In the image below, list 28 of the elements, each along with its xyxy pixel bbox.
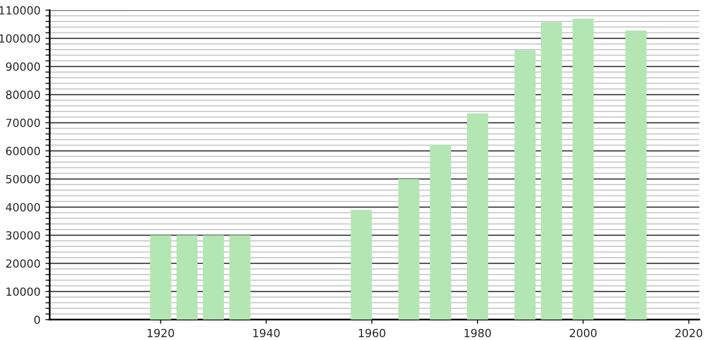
bar [572, 18, 594, 320]
bar [202, 235, 224, 320]
bar [176, 235, 198, 320]
x-tick-label: 1940 [253, 328, 280, 338]
y-tick-label: 30000 [6, 231, 40, 240]
bar [514, 50, 536, 320]
x-tick-label: 1960 [358, 328, 386, 338]
y-tick-label: 10000 [6, 287, 40, 296]
y-tick-label: 50000 [6, 174, 40, 184]
y-tick-label: 20000 [6, 259, 40, 268]
y-tick-label: 70000 [6, 118, 40, 128]
bar [398, 178, 420, 320]
bar [466, 113, 488, 320]
y-tick-label: 0 [34, 316, 40, 324]
y-tick-label: 90000 [6, 62, 40, 71]
x-tick-label: 1980 [464, 328, 491, 338]
y-tick-label: 40000 [6, 203, 40, 212]
y-tick-label: 80000 [6, 90, 40, 99]
x-tick-label: 2000 [570, 328, 597, 338]
x-tick-label: 2020 [675, 328, 702, 338]
bar [540, 22, 562, 320]
bar [430, 144, 452, 320]
bar [150, 235, 172, 320]
bar [625, 30, 647, 320]
x-tick-label: 1920 [148, 328, 174, 338]
y-tick-label: 60000 [6, 146, 40, 156]
bar [350, 210, 372, 320]
bar [229, 235, 250, 320]
